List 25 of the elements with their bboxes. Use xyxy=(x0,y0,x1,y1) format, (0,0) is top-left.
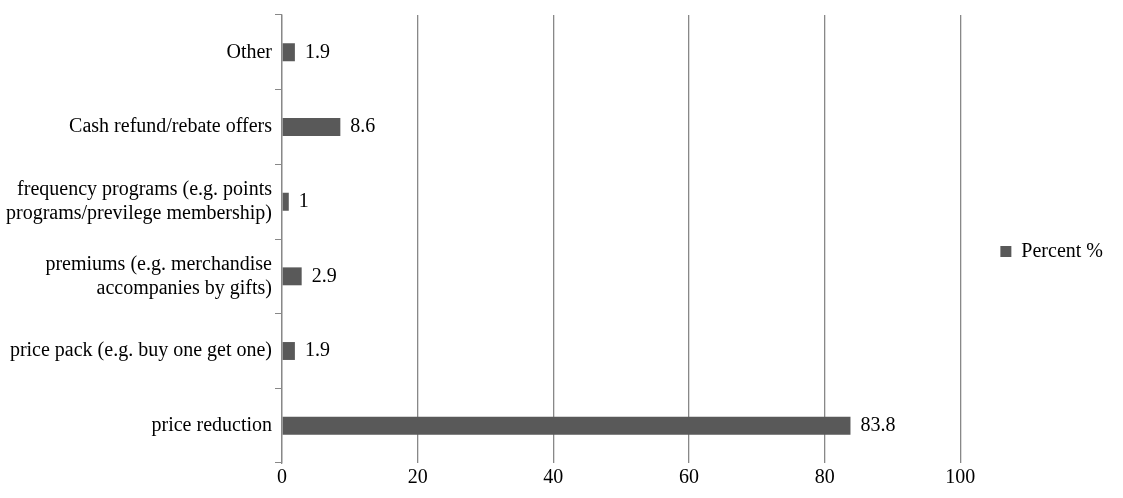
y-tick-label: premiums (e.g. merchandise accompanies by gifts) xyxy=(45,251,273,299)
data-label: 1 xyxy=(298,188,309,211)
x-tick-label: 40 xyxy=(543,465,564,488)
y-tick-label: frequency programs (e.g. points programs/previlege membership) xyxy=(5,176,273,224)
data-label: 8.6 xyxy=(350,114,376,137)
x-tick-label: 20 xyxy=(407,465,428,488)
data-label: 83.8 xyxy=(860,412,896,435)
bar xyxy=(282,43,295,62)
y-tick-label: Cash refund/rebate offers xyxy=(69,114,273,137)
bar xyxy=(282,267,302,286)
x-tick-label: 80 xyxy=(814,465,835,488)
bar xyxy=(282,118,341,136)
legend-label: Percent % xyxy=(1021,238,1104,261)
y-tick-label: price reduction xyxy=(151,412,272,436)
bar xyxy=(282,416,851,435)
data-label: 2.9 xyxy=(311,263,337,286)
x-tick-label: 60 xyxy=(679,465,700,488)
x-tick-label: 0 xyxy=(277,465,287,488)
data-label: 1.9 xyxy=(304,39,330,62)
y-tick-label: Other xyxy=(226,39,273,62)
x-tick-label: 100 xyxy=(945,465,976,488)
bar xyxy=(282,342,295,360)
bar xyxy=(282,192,289,211)
data-label: 1.9 xyxy=(304,338,330,361)
y-tick-label: price pack (e.g. buy one get one) xyxy=(9,338,272,362)
